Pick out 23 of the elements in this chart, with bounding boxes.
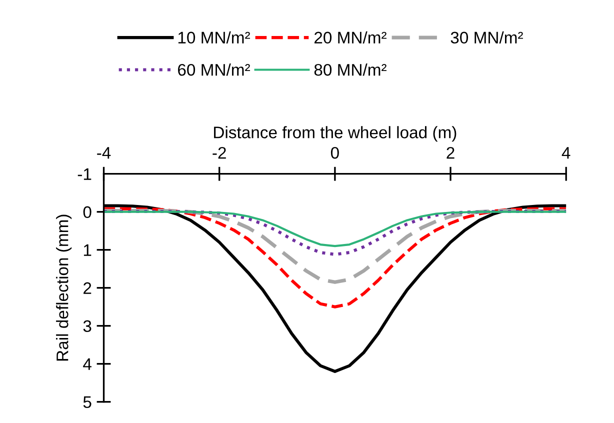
- x-tick-label: 0: [330, 146, 339, 159]
- x-tick-label: 2: [446, 146, 454, 159]
- y-tick-label: -1: [78, 168, 92, 180]
- legend-label: 10 MN/m²: [178, 31, 250, 44]
- legend-label: 30 MN/m²: [450, 31, 523, 44]
- x-tick-label: -4: [97, 147, 111, 159]
- line-series: [104, 210, 566, 248]
- y-tick-label: 5: [83, 396, 92, 408]
- line-series: [104, 207, 566, 308]
- y-tick-label: 2: [84, 282, 92, 294]
- x-tick-label: 4: [562, 147, 570, 159]
- x-axis-title: Distance from the wheel load (m): [214, 126, 456, 142]
- legend-label: 80 MN/m²: [314, 64, 386, 76]
- y-tick-label: 0: [83, 206, 92, 218]
- y-axis-title: Rail deflection (mm): [56, 214, 72, 361]
- line-series: [104, 208, 566, 284]
- y-tick-label: 3: [83, 320, 92, 332]
- x-tick-label: -2: [212, 146, 226, 159]
- y-tick-label: 1: [84, 244, 92, 256]
- legend-label: 20 MN/m²: [314, 31, 386, 44]
- y-tick-label: 4: [83, 358, 92, 370]
- line-series: [104, 210, 566, 256]
- legend-label: 60 MN/m²: [178, 64, 250, 76]
